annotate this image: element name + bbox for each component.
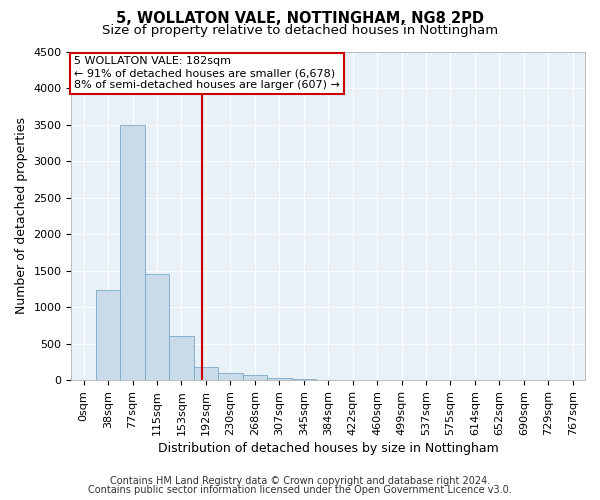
Bar (242, 376, 267, 380)
Text: 5, WOLLATON VALE, NOTTINGHAM, NG8 2PD: 5, WOLLATON VALE, NOTTINGHAM, NG8 2PD (116, 11, 484, 26)
Bar (96, 290, 121, 380)
Bar (121, 124, 145, 380)
Bar (169, 336, 194, 380)
Text: Contains HM Land Registry data © Crown copyright and database right 2024.: Contains HM Land Registry data © Crown c… (110, 476, 490, 486)
Text: Size of property relative to detached houses in Nottingham: Size of property relative to detached ho… (102, 24, 498, 37)
Bar (145, 274, 169, 380)
Bar (218, 372, 242, 380)
Text: 5 WOLLATON VALE: 182sqm
← 91% of detached houses are smaller (6,678)
8% of semi-: 5 WOLLATON VALE: 182sqm ← 91% of detache… (74, 56, 340, 90)
Y-axis label: Number of detached properties: Number of detached properties (15, 118, 28, 314)
X-axis label: Distribution of detached houses by size in Nottingham: Distribution of detached houses by size … (158, 442, 499, 455)
Bar (267, 378, 292, 380)
Bar (194, 368, 218, 380)
Text: Contains public sector information licensed under the Open Government Licence v3: Contains public sector information licen… (88, 485, 512, 495)
